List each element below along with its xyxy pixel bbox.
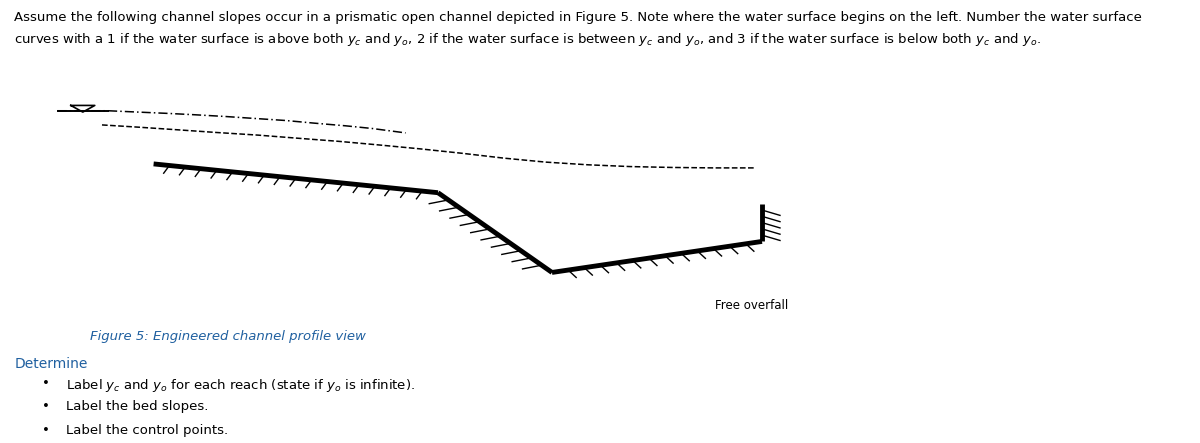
Text: Determine: Determine [14,357,88,371]
Text: Figure 5: Engineered channel profile view: Figure 5: Engineered channel profile vie… [90,330,366,343]
Text: Label $y_c$ and $y_o$ for each reach (state if $y_o$ is infinite).: Label $y_c$ and $y_o$ for each reach (st… [66,377,415,394]
Text: •: • [42,424,50,436]
Text: Free overfall: Free overfall [715,299,788,312]
Text: •: • [42,400,50,413]
Text: •: • [42,377,50,390]
Text: Label the control points.: Label the control points. [66,424,228,436]
Text: Assume the following channel slopes occur in a prismatic open channel depicted i: Assume the following channel slopes occu… [14,11,1142,24]
Text: Label the bed slopes.: Label the bed slopes. [66,400,209,413]
Text: curves with a 1 if the water surface is above both $y_c$ and $y_o$, 2 if the wat: curves with a 1 if the water surface is … [14,31,1042,48]
